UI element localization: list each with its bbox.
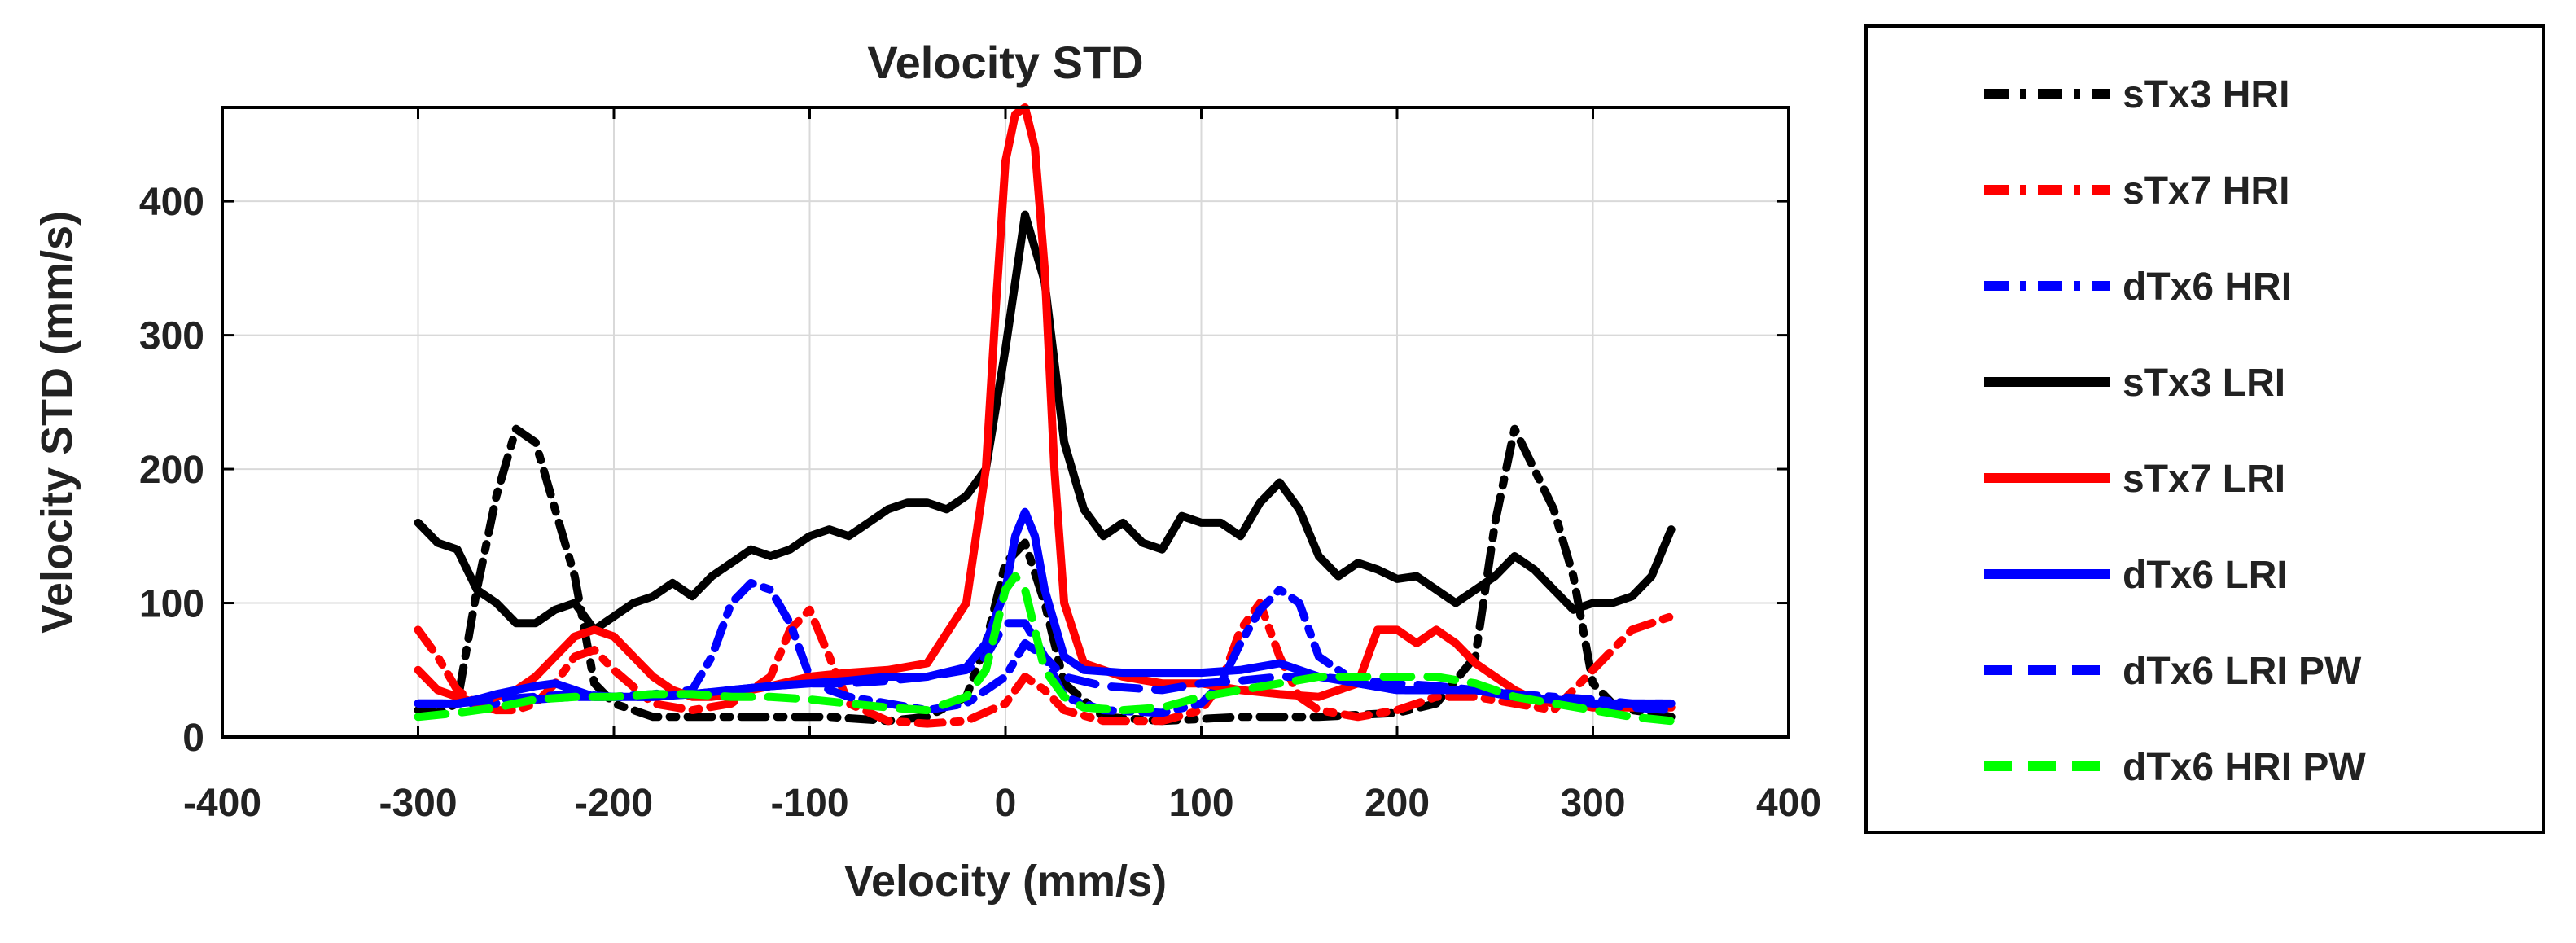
plot-series: [414, 103, 1676, 728]
x-tick-label: 100: [1168, 782, 1233, 825]
legend-label-dtx6-hri-pw: dTx6 HRI PW: [2123, 746, 2366, 789]
legend-label-stx7-hri: sTx7 HRI: [2123, 169, 2289, 213]
series-line-stx7-hri: [414, 599, 1676, 728]
x-tick-label: 200: [1365, 782, 1430, 825]
x-tick-label: -200: [575, 782, 653, 825]
y-tick-label: 200: [139, 449, 204, 492]
x-tick-label: 0: [995, 782, 1017, 825]
x-tick-label: -400: [183, 782, 261, 825]
chart-title: Velocity STD: [867, 37, 1143, 88]
x-tick-label: -300: [379, 782, 457, 825]
x-tick-label: 300: [1560, 782, 1625, 825]
x-tick-label: -100: [770, 782, 848, 825]
y-tick-label: 0: [182, 717, 204, 760]
y-tick-label: 400: [139, 181, 204, 224]
legend-label-stx3-hri: sTx3 HRI: [2123, 73, 2289, 116]
y-tick-label: 100: [139, 583, 204, 626]
legend-label-dtx6-lri: dTx6 LRI: [2123, 554, 2288, 597]
series-line-dtx6-hri-pw: [414, 572, 1676, 726]
y-axis-label: Velocity STD (mm/s): [33, 211, 81, 634]
legend-label-stx7-lri: sTx7 LRI: [2123, 458, 2285, 501]
axis-ticks: -400 -300 -200 -100 0 100 200 300 400 0 100 200 300 4…: [139, 107, 1821, 825]
legend: sTx3 HRI sTx7 HRI dTx6 HRI sTx3 LRI sTx7 LRI…: [1864, 24, 2545, 834]
legend-label-dtx6-hri: dTx6 HRI: [2123, 265, 2292, 309]
y-tick-label: 300: [139, 315, 204, 358]
series-line-stx7-lri: [414, 103, 1676, 712]
legend-frame: [1864, 24, 2545, 834]
x-axis-label: Velocity (mm/s): [844, 857, 1167, 906]
x-tick-label: 400: [1756, 782, 1821, 825]
legend-label-dtx6-lri-pw: dTx6 LRI PW: [2123, 650, 2362, 693]
legend-label-stx3-lri: sTx3 LRI: [2123, 362, 2285, 405]
